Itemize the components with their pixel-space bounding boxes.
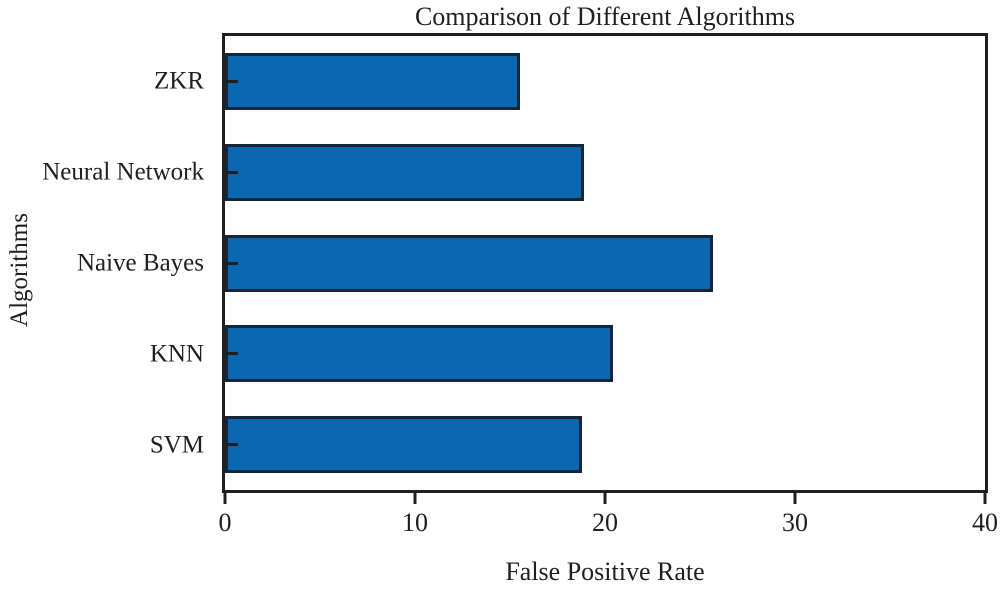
bar (225, 416, 583, 474)
x-tick-label: 10 (402, 508, 428, 537)
y-tick (225, 352, 238, 356)
x-axis: 0 10 20 30 40 (218, 493, 998, 557)
y-tick-labels: ZKR Neural Network Naive Bayes KNN SVM (0, 33, 212, 493)
bar (225, 234, 714, 292)
y-tick-label: Naive Bayes (76, 249, 204, 277)
y-tick-label: Neural Network (42, 158, 204, 186)
bar (225, 143, 585, 201)
x-tick-label: 40 (972, 508, 998, 537)
y-tick (225, 261, 238, 265)
x-tick (223, 493, 227, 504)
y-tick (225, 170, 238, 174)
y-tick-label: ZKR (154, 67, 204, 95)
x-tick (983, 493, 987, 504)
x-axis-title: False Positive Rate (505, 557, 705, 586)
bar (225, 325, 613, 383)
y-tick-label: KNN (149, 340, 204, 368)
x-tick-label: 20 (592, 508, 618, 537)
plot-area (222, 33, 988, 493)
x-tick (793, 493, 797, 504)
y-tick (225, 443, 238, 447)
bar (225, 52, 520, 110)
x-tick (603, 493, 607, 504)
x-tick (413, 493, 417, 504)
x-tick-label: 30 (782, 508, 808, 537)
x-tick-label: 0 (218, 508, 232, 537)
y-tick-label: SVM (149, 431, 204, 459)
chart-title: Comparison of Different Algorithms (414, 2, 796, 31)
y-tick (225, 79, 238, 83)
